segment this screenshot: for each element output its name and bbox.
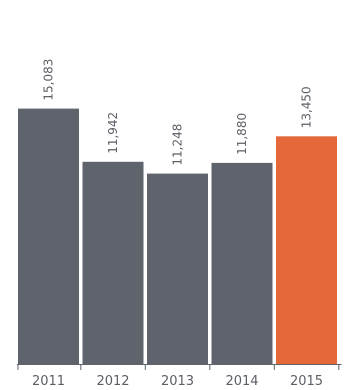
- value-label-2014: 11,880: [235, 113, 249, 155]
- x-tick-label-2011: 2011: [32, 374, 65, 389]
- bars-group: [18, 108, 337, 364]
- value-label-2012: 11,942: [106, 112, 120, 154]
- bar-2014: [211, 162, 273, 364]
- bar-2015: [276, 136, 337, 364]
- x-tick-label-2014: 2014: [225, 374, 258, 389]
- bar-2011: [18, 108, 79, 364]
- x-tick-label-2013: 2013: [161, 374, 194, 389]
- x-tick-label-2015: 2015: [290, 374, 323, 389]
- value-label-2015: 13,450: [300, 86, 314, 128]
- value-label-2013: 11,248: [171, 124, 185, 166]
- x-tick-label-2012: 2012: [96, 374, 129, 389]
- value-labels-group: 15,083 11,942 11,248 11,880 13,450: [42, 59, 314, 166]
- x-ticks-group: [17, 364, 340, 370]
- value-label-2011: 15,083: [42, 59, 56, 101]
- x-tick-labels-group: 2011 2012 2013 2014 2015: [32, 374, 323, 389]
- bar-2012: [82, 161, 144, 364]
- bar-2013: [147, 173, 208, 364]
